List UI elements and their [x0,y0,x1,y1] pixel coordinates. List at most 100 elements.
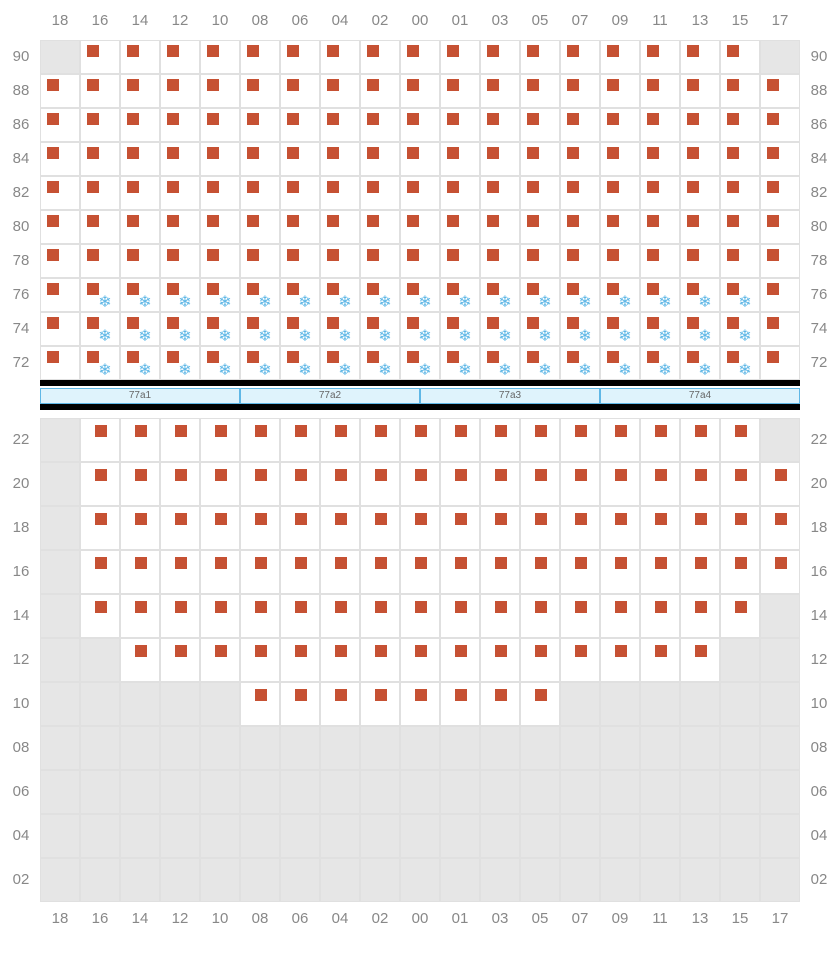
seat-cell[interactable] [360,638,400,682]
seat-cell[interactable]: ❄ [560,278,600,312]
seat-cell[interactable] [680,550,720,594]
seat-cell[interactable] [640,176,680,210]
section-77a2[interactable]: 77a2 [240,388,420,404]
seat-cell[interactable] [160,108,200,142]
seat-cell[interactable] [600,74,640,108]
seat-cell[interactable] [360,244,400,278]
seat-cell[interactable] [40,278,80,312]
seat-cell[interactable] [720,244,760,278]
seat-cell[interactable] [520,682,560,726]
seat-cell[interactable] [720,594,760,638]
seat-cell[interactable] [480,244,520,278]
seat-cell[interactable] [520,210,560,244]
seat-cell[interactable] [720,210,760,244]
seat-cell[interactable]: ❄ [640,346,680,380]
seat-cell[interactable] [40,176,80,210]
seat-cell[interactable] [520,506,560,550]
seat-cell[interactable] [680,210,720,244]
seat-cell[interactable]: ❄ [240,278,280,312]
seat-cell[interactable] [120,462,160,506]
seat-cell[interactable] [40,142,80,176]
seat-cell[interactable] [520,108,560,142]
seat-cell[interactable] [160,40,200,74]
seat-cell[interactable]: ❄ [680,278,720,312]
seat-cell[interactable] [720,550,760,594]
seat-cell[interactable] [360,40,400,74]
seat-cell[interactable] [760,312,800,346]
seat-cell[interactable] [360,142,400,176]
seat-cell[interactable] [400,638,440,682]
seat-cell[interactable] [200,418,240,462]
seat-cell[interactable] [480,40,520,74]
seat-cell[interactable] [200,638,240,682]
seat-cell[interactable] [760,176,800,210]
seat-cell[interactable] [280,550,320,594]
seat-cell[interactable] [280,462,320,506]
seat-cell[interactable] [440,550,480,594]
seat-cell[interactable] [320,108,360,142]
seat-cell[interactable] [440,462,480,506]
seat-cell[interactable] [80,176,120,210]
seat-cell[interactable] [120,74,160,108]
seat-cell[interactable]: ❄ [120,278,160,312]
seat-cell[interactable] [240,638,280,682]
seat-cell[interactable] [560,418,600,462]
seat-cell[interactable]: ❄ [640,278,680,312]
seat-cell[interactable] [520,594,560,638]
seat-cell[interactable] [200,506,240,550]
seat-cell[interactable] [80,108,120,142]
seat-cell[interactable] [680,506,720,550]
seat-cell[interactable] [440,74,480,108]
seat-cell[interactable] [480,506,520,550]
seat-cell[interactable] [160,142,200,176]
seat-cell[interactable]: ❄ [440,278,480,312]
seat-cell[interactable] [760,462,800,506]
seat-cell[interactable] [80,40,120,74]
seat-cell[interactable]: ❄ [480,278,520,312]
seat-cell[interactable]: ❄ [400,312,440,346]
seat-cell[interactable] [80,210,120,244]
seat-cell[interactable]: ❄ [240,312,280,346]
seat-cell[interactable] [640,108,680,142]
section-77a4[interactable]: 77a4 [600,388,800,404]
seat-cell[interactable] [320,40,360,74]
seat-cell[interactable] [600,210,640,244]
seat-cell[interactable] [360,176,400,210]
seat-cell[interactable] [560,142,600,176]
seat-cell[interactable] [560,638,600,682]
seat-cell[interactable] [120,418,160,462]
seat-cell[interactable] [160,210,200,244]
seat-cell[interactable] [40,244,80,278]
seat-cell[interactable] [440,594,480,638]
seat-cell[interactable]: ❄ [280,346,320,380]
seat-cell[interactable] [520,142,560,176]
seat-cell[interactable] [320,462,360,506]
seat-cell[interactable] [240,682,280,726]
seat-cell[interactable] [640,506,680,550]
seat-cell[interactable] [280,40,320,74]
seat-cell[interactable] [640,142,680,176]
seat-cell[interactable]: ❄ [200,346,240,380]
seat-cell[interactable] [440,176,480,210]
seat-cell[interactable] [760,278,800,312]
section-77a3[interactable]: 77a3 [420,388,600,404]
seat-cell[interactable] [80,244,120,278]
seat-cell[interactable] [40,108,80,142]
seat-cell[interactable] [160,638,200,682]
seat-cell[interactable] [560,176,600,210]
blank-cell[interactable] [760,40,800,74]
seat-cell[interactable] [680,40,720,74]
seat-cell[interactable] [240,462,280,506]
seat-cell[interactable] [760,74,800,108]
seat-cell[interactable] [600,418,640,462]
seat-cell[interactable] [200,40,240,74]
seat-cell[interactable] [440,108,480,142]
seat-cell[interactable] [160,418,200,462]
seat-cell[interactable] [160,176,200,210]
seat-cell[interactable]: ❄ [120,346,160,380]
seat-cell[interactable] [600,176,640,210]
seat-cell[interactable]: ❄ [400,346,440,380]
seat-cell[interactable] [440,638,480,682]
seat-cell[interactable]: ❄ [560,346,600,380]
seat-cell[interactable] [120,210,160,244]
